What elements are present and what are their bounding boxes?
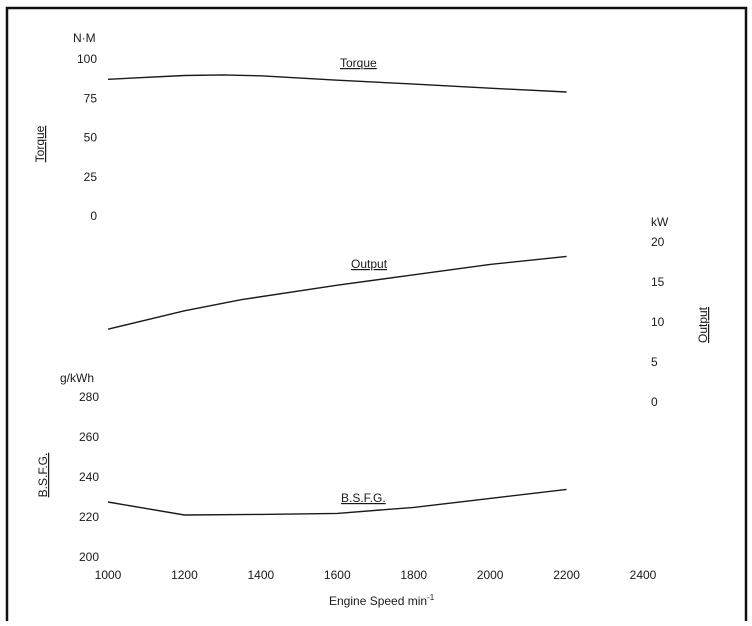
bsfc-tick-label: 280 (79, 390, 99, 404)
series-label-output: Output (351, 257, 388, 271)
bsfc-tick-label: 200 (79, 550, 99, 564)
output-tick-labels: 20 15 10 5 0 (651, 235, 665, 409)
bsfc-tick-label: 220 (79, 510, 99, 524)
bsfc-tick-labels: 280 260 240 220 200 (79, 390, 99, 564)
torque-tick-label: 100 (77, 52, 97, 66)
x-tick-label: 1800 (400, 568, 427, 582)
torque-tick-label: 0 (90, 209, 97, 223)
x-tick-label: 1400 (248, 568, 275, 582)
output-unit: kW (651, 215, 669, 229)
bsfc-tick-label: 260 (79, 430, 99, 444)
curves (107, 74, 567, 516)
output-tick-label: 15 (651, 275, 665, 289)
output-tick-label: 0 (651, 395, 658, 409)
bsfc-tick-label: 240 (79, 470, 99, 484)
x-tick-label: 2400 (630, 568, 657, 582)
torque-tick-label: 75 (84, 91, 98, 105)
torque-unit: N·M (73, 31, 96, 45)
torque-axis-title: Torque (33, 125, 47, 162)
series-label-torque: Torque (340, 56, 377, 70)
torque-tick-label: 50 (84, 131, 98, 145)
x-axis-title: Engine Speed min-1 (329, 593, 435, 608)
torque-curve (107, 74, 567, 93)
torque-tick-labels: 100 75 50 25 0 (77, 52, 97, 223)
output-tick-label: 20 (651, 235, 665, 249)
x-axis-title-superscript: -1 (427, 593, 435, 602)
x-tick-label: 1600 (324, 568, 351, 582)
output-axis-title: Output (696, 306, 710, 343)
x-tick-labels: 1000 1200 1400 1600 1800 2000 2200 2400 (95, 568, 657, 582)
x-tick-label: 2000 (477, 568, 504, 582)
torque-tick-label: 25 (84, 170, 98, 184)
output-tick-label: 5 (651, 355, 658, 369)
series-label-bsfc: B.S.F.G. (341, 491, 386, 505)
x-tick-label: 1000 (95, 568, 122, 582)
x-tick-label: 2200 (553, 568, 580, 582)
x-tick-label: 1200 (171, 568, 198, 582)
output-curve (107, 255, 567, 330)
output-tick-label: 10 (651, 315, 665, 329)
bsfc-axis-title: B.S.F.G. (36, 453, 50, 498)
bsfc-curve (107, 488, 567, 516)
x-axis-title-text: Engine Speed min (329, 594, 427, 608)
chart-border (5, 6, 748, 626)
bsfc-unit: g/kWh (60, 371, 94, 385)
